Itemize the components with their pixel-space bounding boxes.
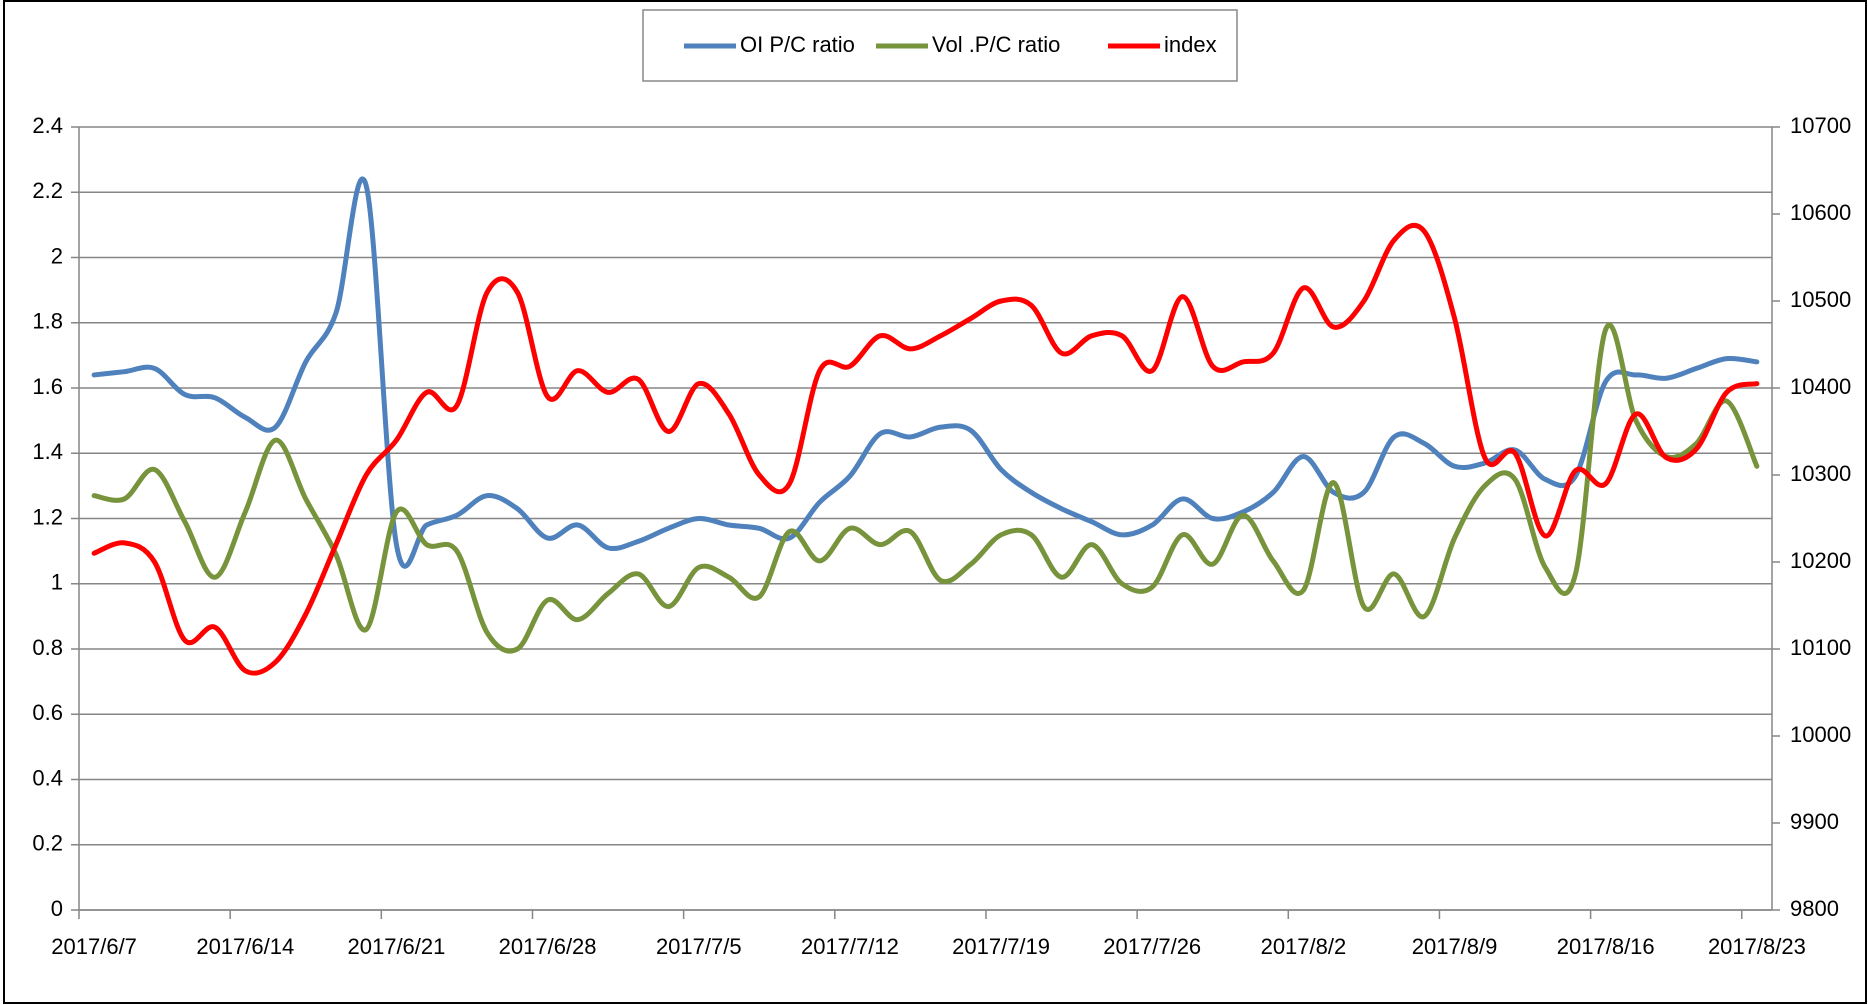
- y2-tick-label: 9900: [1790, 809, 1839, 834]
- y-tick-label: 2.4: [32, 113, 63, 138]
- x-tick-label: 2017/8/23: [1708, 934, 1806, 959]
- y-tick-label: 0.8: [32, 635, 63, 660]
- y-tick-label: 1: [51, 570, 63, 595]
- x-tick-label: 2017/8/2: [1261, 934, 1347, 959]
- x-tick-label: 2017/7/5: [656, 934, 742, 959]
- legend-label: OI P/C ratio: [740, 32, 855, 57]
- legend-label: index: [1164, 32, 1217, 57]
- x-tick-label: 2017/7/19: [952, 934, 1050, 959]
- x-tick-label: 2017/7/26: [1103, 934, 1201, 959]
- y-tick-label: 0: [51, 896, 63, 921]
- y2-tick-label: 10700: [1790, 113, 1851, 138]
- x-tick-label: 2017/8/9: [1412, 934, 1498, 959]
- x-tick-label: 2017/6/7: [51, 934, 137, 959]
- legend-label: Vol .P/C ratio: [932, 32, 1060, 57]
- y2-tick-label: 10600: [1790, 200, 1851, 225]
- y2-tick-label: 10100: [1790, 635, 1851, 660]
- x-tick-label: 2017/6/21: [348, 934, 446, 959]
- y-tick-label: 1.4: [32, 439, 63, 464]
- series-line: [91, 322, 1760, 654]
- y-tick-label: 1.2: [32, 504, 63, 529]
- x-tick-label: 2017/8/16: [1557, 934, 1655, 959]
- x-tick-label: 2017/7/12: [801, 934, 899, 959]
- series-line: [91, 176, 1760, 569]
- y2-tick-label: 10400: [1790, 374, 1851, 399]
- series-line: [91, 222, 1760, 676]
- y2-tick-label: 10000: [1790, 722, 1851, 747]
- chart-border: [3, 0, 1867, 1004]
- y2-tick-label: 10500: [1790, 287, 1851, 312]
- y2-tick-label: 9800: [1790, 896, 1839, 921]
- y-tick-label: 0.2: [32, 831, 63, 856]
- y2-tick-label: 10200: [1790, 548, 1851, 573]
- y-tick-label: 2.2: [32, 178, 63, 203]
- x-tick-label: 2017/6/14: [196, 934, 294, 959]
- x-tick-label: 2017/6/28: [499, 934, 597, 959]
- y-tick-label: 0.4: [32, 765, 63, 790]
- y-tick-label: 2: [51, 243, 63, 268]
- y-tick-label: 1.6: [32, 374, 63, 399]
- y-tick-label: 0.6: [32, 700, 63, 725]
- y-tick-label: 1.8: [32, 309, 63, 334]
- y2-tick-label: 10300: [1790, 461, 1851, 486]
